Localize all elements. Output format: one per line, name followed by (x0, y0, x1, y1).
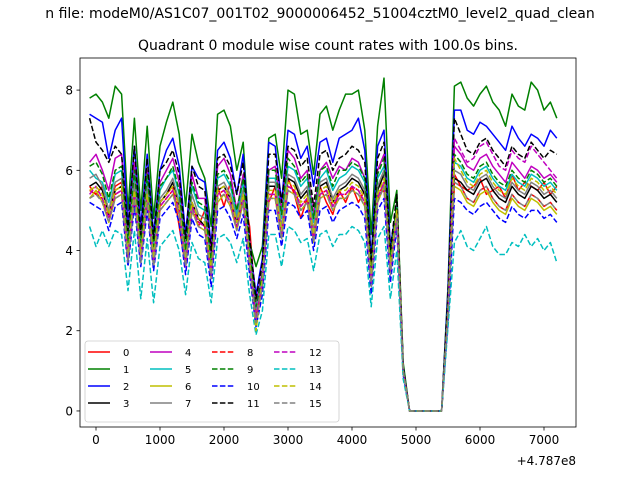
series-line-12 (89, 137, 558, 412)
legend-label-9: 9 (247, 365, 253, 376)
x-tick-label: 4000 (337, 433, 368, 447)
series-line-2 (89, 109, 558, 412)
legend-label-8: 8 (247, 348, 253, 359)
y-tick-label: 8 (65, 84, 73, 98)
legend-label-12: 12 (309, 348, 322, 359)
legend-label-10: 10 (247, 382, 260, 393)
y-tick-label: 6 (65, 164, 73, 178)
legend-label-15: 15 (309, 399, 322, 410)
y-tick-label: 2 (65, 324, 73, 338)
legend-label-3: 3 (123, 399, 129, 410)
legend-label-1: 1 (123, 365, 129, 376)
legend-label-14: 14 (309, 382, 322, 393)
y-tick-label: 0 (65, 404, 73, 418)
series-line-10 (89, 197, 558, 412)
x-offset-label: +4.787e8 (517, 454, 576, 468)
legend-label-5: 5 (185, 365, 191, 376)
series-line-13 (88, 225, 558, 412)
x-tick-label: 6000 (465, 433, 496, 447)
series-line-15 (89, 181, 558, 412)
legend-label-11: 11 (247, 399, 260, 410)
series-line-4 (89, 145, 558, 412)
series-line-7 (89, 169, 558, 412)
plot-frame (79, 57, 577, 428)
legend-label-2: 2 (123, 382, 129, 393)
plot-area (79, 57, 577, 428)
legend-label-13: 13 (309, 365, 322, 376)
chart-title: Quadrant 0 module wise count rates with … (138, 38, 518, 54)
x-tick-label: 0 (92, 433, 100, 447)
series-lines (88, 77, 558, 412)
x-tick-label: 5000 (401, 433, 432, 447)
series-line-1 (89, 77, 558, 412)
x-axis: 0 1000 2000 3000 4000 5000 6000 7000 (92, 427, 559, 447)
x-tick-label: 7000 (529, 433, 560, 447)
legend-label-0: 0 (123, 348, 129, 359)
series-line-14 (89, 157, 558, 412)
legend-label-7: 7 (185, 399, 191, 410)
y-axis: 0 2 4 6 8 (65, 84, 80, 418)
x-tick-label: 2000 (209, 433, 240, 447)
legend-label-4: 4 (185, 348, 191, 359)
series-line-9 (89, 153, 558, 412)
x-tick-label: 3000 (273, 433, 304, 447)
figure-suptitle: n file: modeM0/AS1C07_001T02_9000006452_… (45, 6, 594, 22)
legend-box (84, 340, 340, 423)
y-tick-label: 4 (65, 244, 73, 258)
series-line-11 (88, 117, 558, 412)
legend-label-6: 6 (185, 382, 191, 393)
x-tick-label: 1000 (145, 433, 176, 447)
